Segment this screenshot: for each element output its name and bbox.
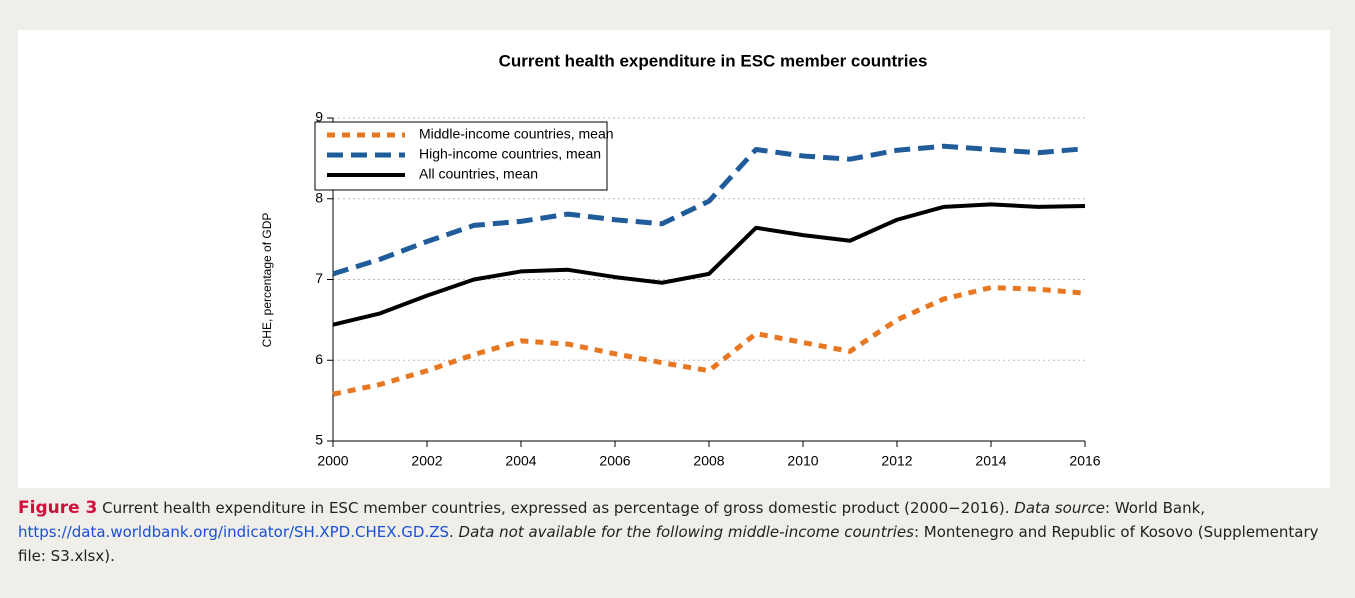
caption-italic: Data not available for the following mid… [458,523,914,541]
legend-label: High-income countries, mean [419,146,601,162]
y-tick-label: 8 [315,189,323,205]
y-tick-label: 6 [315,351,323,367]
x-tick-label: 2002 [411,453,442,469]
caption: Figure 3 Current health expenditure in E… [18,496,1333,568]
caption-plain: Current health expenditure in ESC member… [97,499,1015,517]
caption-plain: : Montenegro and Republic of Kosovo (Sup… [18,523,1319,565]
x-tick-label: 2008 [693,453,724,469]
x-tick-label: 2010 [787,453,818,469]
legend-label: All countries, mean [419,166,538,182]
x-tick-label: 2014 [975,453,1006,469]
caption-plain: : World Bank, [1105,499,1206,517]
series-line [332,143,1086,277]
y-tick-label: 7 [315,270,323,286]
series-line [332,202,1086,327]
chart-title: Current health expenditure in ESC member… [499,51,928,70]
caption-italic: Data source [1014,499,1106,517]
x-tick-label: 2006 [599,453,630,469]
x-tick-label: 2000 [317,453,348,469]
caption-plain: . [449,523,459,541]
x-tick-label: 2012 [881,453,912,469]
legend-label: Middle-income countries, mean [419,126,614,142]
x-tick-label: 2016 [1069,453,1100,469]
y-tick-label: 9 [315,109,323,125]
series-line [332,285,1086,397]
y-axis-label: CHE, percentage of GDP [260,213,274,348]
x-tick-label: 2004 [505,453,536,469]
figure-panel [18,30,1330,488]
y-tick-label: 5 [315,432,323,448]
figure-label: Figure 3 [18,498,98,518]
caption-link[interactable]: https://data.worldbank.org/indicator/SH.… [18,523,449,541]
